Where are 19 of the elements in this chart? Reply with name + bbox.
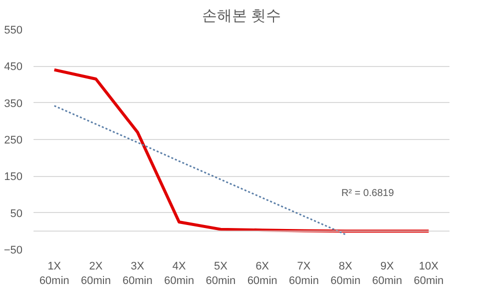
y-tick-label: 250 bbox=[4, 134, 23, 146]
x-tick-label: 4X 60min bbox=[164, 260, 194, 287]
y-tick-label: 50 bbox=[10, 208, 23, 220]
x-tick-label: 5X 60min bbox=[206, 260, 236, 287]
y-tick-label: −50 bbox=[4, 244, 23, 256]
x-tick-label: 1X 60min bbox=[39, 260, 70, 287]
x-tick-label: 3X 60min bbox=[122, 260, 152, 287]
x-tick-label: 10X 60min bbox=[414, 260, 444, 287]
x-tick-label: 9X 60min bbox=[372, 260, 402, 287]
x-tick-label: 7X 60min bbox=[288, 260, 319, 287]
x-tick-label: 2X 60min bbox=[80, 260, 111, 287]
annotation: R² = 0.6819 bbox=[341, 188, 394, 199]
chart-title: 손해본 횟수 bbox=[202, 8, 282, 24]
y-tick-label: 550 bbox=[4, 24, 23, 36]
y-tick-label: 150 bbox=[4, 171, 23, 184]
x-tick-label: 8X 60min bbox=[330, 260, 360, 287]
y-tick-label: 450 bbox=[4, 61, 23, 74]
x-tick-label: 6X 60min bbox=[247, 260, 278, 287]
y-tick-label: 350 bbox=[4, 98, 23, 110]
